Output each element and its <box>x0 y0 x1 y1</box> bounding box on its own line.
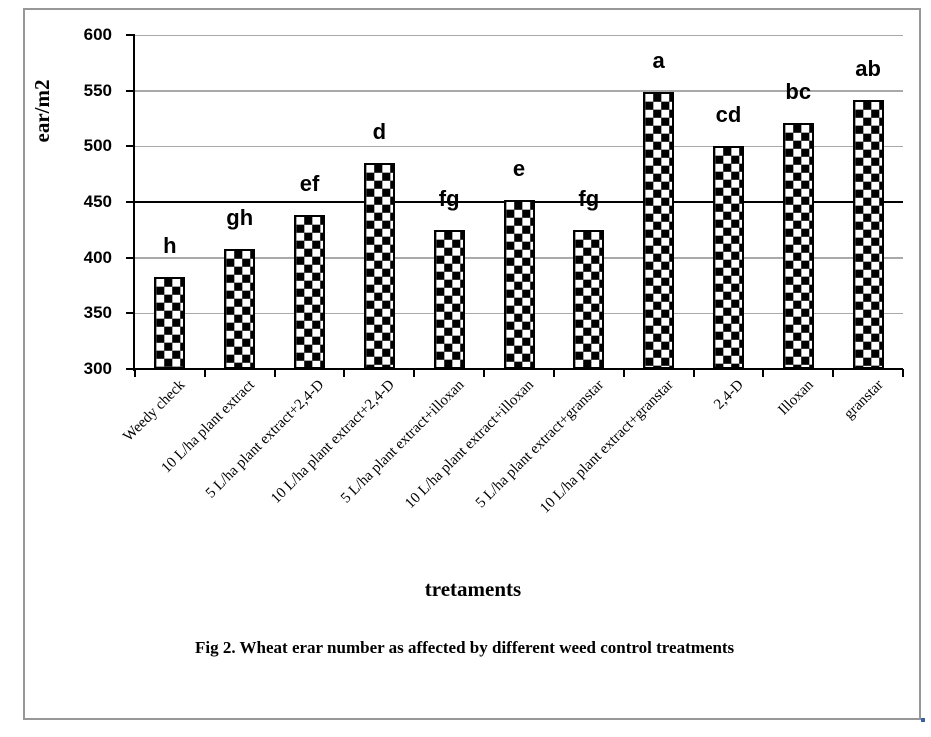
y-tick-500 <box>126 145 135 148</box>
y-axis-line <box>133 35 135 371</box>
significance-letter: bc <box>785 78 812 104</box>
x-tick <box>552 369 555 377</box>
bar-11 <box>852 99 884 369</box>
y-tick-350 <box>126 312 135 315</box>
y-tick-550 <box>126 89 135 92</box>
significance-letter: a <box>652 47 665 73</box>
bar-10 <box>782 122 814 369</box>
x-tick <box>692 369 695 377</box>
significance-letter: fg <box>438 185 460 211</box>
bar-6 <box>503 199 535 369</box>
bar-8 <box>643 91 675 369</box>
y-tick-400 <box>126 256 135 259</box>
x-tick <box>483 369 486 377</box>
y-tick-600 <box>126 34 135 36</box>
x-axis-title: tretaments <box>424 577 522 601</box>
gridline-600 <box>135 34 903 36</box>
significance-letter: e <box>512 155 526 181</box>
y-tick-label: 350 <box>83 303 112 323</box>
x-category-label: Weedy check <box>120 377 189 445</box>
y-tick-label: 450 <box>83 192 112 211</box>
x-axis-line <box>133 368 903 370</box>
y-tick-300 <box>126 368 135 370</box>
significance-letter: ef <box>299 171 320 197</box>
y-tick-label: 500 <box>83 136 112 156</box>
figure-caption: Fig 2. Wheat erar number as affected by … <box>195 638 735 657</box>
bar-4 <box>363 163 395 369</box>
x-tick <box>622 369 625 377</box>
y-tick-label: 550 <box>83 80 112 100</box>
bar-9 <box>712 146 744 369</box>
x-tick <box>134 369 136 377</box>
significance-letter: fg <box>578 185 600 211</box>
x-category-label: 5 L/ha plant extract+granstar <box>472 377 608 512</box>
x-tick <box>413 369 416 377</box>
significance-letter: ab <box>855 55 881 81</box>
y-tick-label: 600 <box>83 25 112 44</box>
x-category-label: granstar <box>840 377 887 423</box>
bar-3 <box>294 215 326 369</box>
corner-mark <box>921 718 925 722</box>
significance-letter: d <box>372 119 387 145</box>
bar-7 <box>573 229 605 369</box>
x-category-label: 10 L/ha plant extract+granstar <box>537 377 677 517</box>
bar-1 <box>154 276 186 369</box>
gridline-550 <box>135 90 903 92</box>
page-border <box>23 8 921 720</box>
x-tick <box>273 369 276 377</box>
significance-letter: h <box>163 232 177 258</box>
x-category-label: 10 L/ha plant extract+2,4-D <box>267 377 398 507</box>
x-tick <box>762 369 765 377</box>
x-tick <box>832 369 835 377</box>
x-category-label: 10 L/ha plant extract+illoxan <box>402 377 538 512</box>
x-category-label: 5 L/ha plant extract+2,4-D <box>203 377 328 502</box>
x-category-label: 5 L/ha plant extract+illoxan <box>337 377 468 507</box>
x-category-label: 2,4-D <box>711 377 747 413</box>
significance-letter: cd <box>715 102 742 128</box>
y-tick-450 <box>126 201 135 203</box>
bar-5 <box>433 229 465 369</box>
bar-2 <box>224 248 256 369</box>
x-tick <box>203 369 206 377</box>
x-tick <box>343 369 346 377</box>
x-tick <box>902 369 904 377</box>
significance-letter: gh <box>226 204 254 230</box>
y-tick-label: 300 <box>83 359 112 378</box>
x-category-label: Illoxan <box>775 377 817 419</box>
y-tick-label: 400 <box>83 247 112 267</box>
gridline-500 <box>135 145 903 148</box>
